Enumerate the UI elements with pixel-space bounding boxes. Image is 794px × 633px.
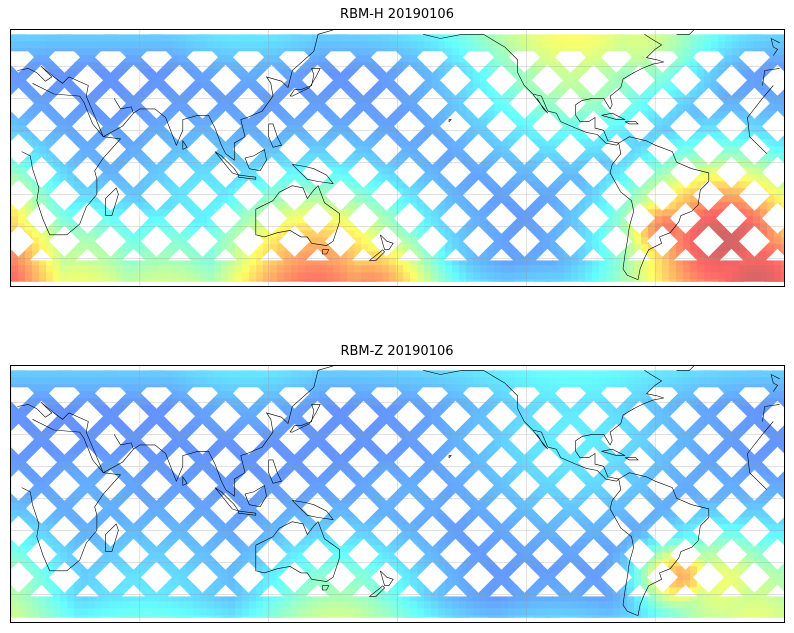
coastline bbox=[238, 174, 257, 180]
coastline bbox=[255, 521, 340, 582]
coastline bbox=[182, 475, 188, 486]
coastline bbox=[21, 83, 774, 236]
coastline bbox=[113, 98, 134, 114]
coastline bbox=[423, 34, 664, 146]
coastline bbox=[532, 429, 549, 450]
coastline bbox=[105, 523, 119, 552]
map-frame-rbm-z bbox=[10, 365, 785, 623]
coastline bbox=[770, 373, 780, 392]
coastline bbox=[624, 121, 639, 125]
coastline bbox=[244, 149, 267, 172]
coastline bbox=[448, 119, 452, 122]
coastline bbox=[676, 30, 695, 35]
coastline bbox=[423, 370, 664, 482]
coastline bbox=[182, 139, 188, 150]
coastline bbox=[268, 123, 282, 148]
map-frame-rbm-h bbox=[10, 29, 785, 287]
coastline bbox=[609, 472, 710, 617]
coastline bbox=[448, 455, 452, 458]
coastline bbox=[601, 112, 626, 120]
coastline bbox=[380, 570, 394, 586]
coastline bbox=[322, 249, 330, 255]
coastline bbox=[255, 185, 340, 246]
coastline bbox=[322, 585, 330, 591]
coastline bbox=[609, 136, 710, 281]
coastline bbox=[532, 93, 549, 114]
coastline bbox=[368, 249, 386, 261]
coastline bbox=[676, 366, 695, 371]
coastline bbox=[380, 234, 394, 250]
panel-title-rbm-z: RBM-Z 20190106 bbox=[340, 344, 454, 359]
coastline bbox=[17, 30, 780, 161]
coastline bbox=[113, 434, 134, 450]
coastline bbox=[268, 459, 282, 484]
coastline bbox=[105, 187, 119, 216]
coastline bbox=[624, 457, 639, 461]
coastline bbox=[292, 164, 334, 184]
coastline bbox=[238, 510, 257, 516]
coastline bbox=[770, 37, 780, 56]
coastline bbox=[289, 68, 321, 97]
coastline bbox=[17, 366, 780, 497]
map-canvas-rbm-h bbox=[11, 30, 784, 286]
panel-title-rbm-h: RBM-H 20190106 bbox=[340, 7, 454, 22]
coastline bbox=[244, 485, 267, 508]
coastline bbox=[601, 448, 626, 456]
coastline bbox=[292, 500, 334, 520]
coastline bbox=[289, 404, 321, 433]
coastline bbox=[21, 419, 774, 572]
map-canvas-rbm-z bbox=[11, 366, 784, 622]
coastline bbox=[368, 585, 386, 597]
